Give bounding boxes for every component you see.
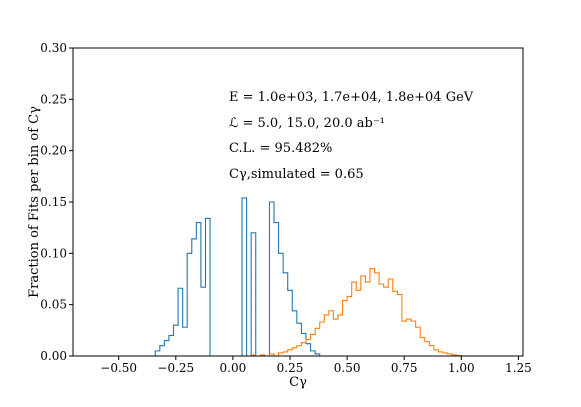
annotation-confidence-level: C.L. = 95.482% — [229, 141, 332, 156]
y-tick-label: 0.30 — [40, 41, 67, 55]
histogram-series-1 — [95, 197, 512, 357]
y-tick-label: 0.20 — [40, 144, 67, 158]
x-tick-label: 0.00 — [220, 361, 247, 375]
x-tick-label: 1.25 — [505, 361, 532, 375]
x-tick-label: 0.75 — [391, 361, 418, 375]
x-tick-label: 1.00 — [448, 361, 475, 375]
x-tick-label: −0.50 — [100, 361, 137, 375]
x-axis-ticks: −0.50 −0.25 0.00 0.25 0.50 0.75 1.00 1.25 — [100, 356, 532, 375]
x-tick-label: 0.50 — [334, 361, 361, 375]
y-axis-label: Fraction of Fits per bin of Cγ — [27, 106, 42, 298]
y-tick-label: 0.05 — [40, 298, 67, 312]
annotation-luminosity: ℒ = 5.0, 15.0, 20.0 ab⁻¹ — [229, 116, 385, 131]
y-tick-label: 0.15 — [40, 195, 67, 209]
y-tick-label: 0.25 — [40, 92, 67, 106]
y-tick-label: 0.10 — [40, 246, 67, 260]
plot-area-background — [73, 48, 523, 356]
y-axis-ticks: 0.00 0.05 0.10 0.15 0.20 0.25 0.30 — [40, 41, 73, 363]
annotation-c-gamma-simulated: Cγ,simulated = 0.65 — [229, 167, 364, 182]
histogram-series-2 — [95, 268, 512, 357]
x-axis-label: Cγ — [289, 375, 307, 390]
series-layer — [95, 197, 512, 357]
x-tick-label: 0.25 — [277, 361, 304, 375]
x-tick-label: −0.25 — [157, 361, 194, 375]
y-tick-label: 0.00 — [40, 349, 67, 363]
annotation-energy: E = 1.0e+03, 1.7e+04, 1.8e+04 GeV — [229, 90, 474, 105]
